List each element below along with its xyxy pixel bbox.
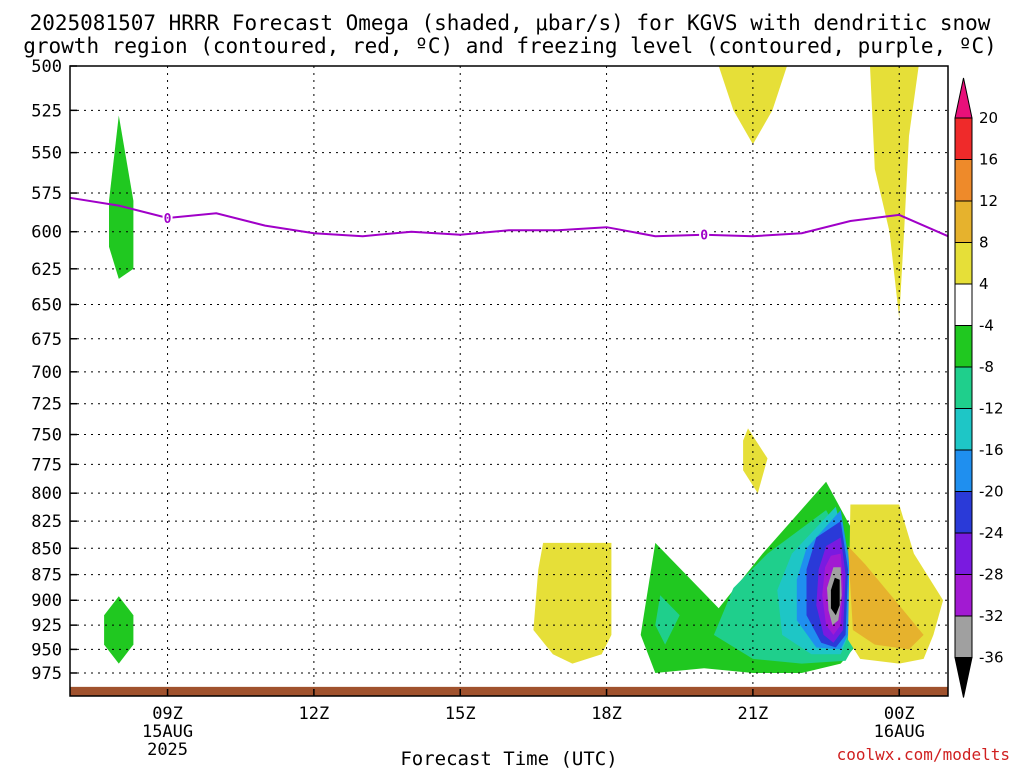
y-tick-label: 575: [31, 184, 62, 204]
colorbar-tick-label: 16: [979, 151, 998, 169]
x-axis-label: Forecast Time (UTC): [400, 748, 617, 768]
omega-region-3: [104, 596, 134, 664]
freezing-level-label: 0: [164, 212, 172, 227]
x-tick-label: 09Z: [152, 704, 183, 724]
y-tick-label: 625: [31, 260, 62, 280]
x-tick-label: 00Z: [884, 704, 915, 724]
chart-title-line-2: growth region (contoured, red, ºC) and f…: [23, 34, 997, 58]
colorbar-segment: [954, 242, 973, 285]
x-tick-label: 21Z: [738, 704, 769, 724]
plot-frame: [69, 65, 949, 697]
colorbar-segment: [954, 615, 973, 658]
x-tick-label: 15AUG: [142, 722, 193, 742]
colorbar-tick-label: 20: [979, 109, 998, 127]
y-tick-label: 850: [31, 539, 62, 559]
y-tick-label: 675: [31, 330, 62, 350]
y-tick-label: 550: [31, 144, 62, 164]
colorbar-tick-label: -20: [979, 483, 1004, 501]
colorbar-tick-label: -36: [979, 649, 1004, 667]
colorbar-segment: [954, 117, 973, 160]
omega-region-8: [655, 595, 680, 645]
y-tick-label: 800: [31, 484, 62, 504]
colorbar-segment: [954, 366, 973, 409]
colorbar-bottom-arrow: [954, 657, 973, 698]
omega-region-1: [870, 66, 919, 319]
x-tick-label: 2025: [147, 740, 188, 760]
colorbar-segment: [954, 159, 973, 202]
omega-region-4: [743, 428, 768, 494]
omega-region-2: [109, 115, 134, 279]
freezing-level-label: 0: [700, 229, 708, 244]
colorbar-tick-label: -16: [979, 441, 1004, 459]
y-tick-label: 900: [31, 591, 62, 611]
colorbar-tick-label: -24: [979, 524, 1004, 542]
colorbar-segment: [954, 574, 973, 617]
colorbar-tick-label: -12: [979, 400, 1004, 418]
freezing-label-bg-1: [699, 226, 710, 243]
x-tick-label: 15Z: [445, 704, 476, 724]
y-tick-label: 650: [31, 295, 62, 315]
colorbar-tick-label: 4: [979, 275, 989, 293]
omega-region-17: [848, 546, 924, 650]
colorbar-tick-label: -32: [979, 607, 1004, 625]
colorbar-tick-label: 8: [979, 234, 989, 252]
colorbar-segment: [954, 449, 973, 492]
y-tick-label: 600: [31, 223, 62, 243]
colorbar-tick-label: -4: [979, 317, 994, 335]
chart-title-line-1: 2025081507 HRRR Forecast Omega (shaded, …: [30, 11, 991, 35]
y-tick-label: 925: [31, 616, 62, 636]
omega-region-5: [533, 542, 612, 664]
colorbar-tick-label: -8: [979, 358, 994, 376]
freezing-level-line: [69, 196, 949, 238]
colorbar-segment: [954, 325, 973, 368]
y-tick-label: 775: [31, 455, 62, 475]
y-tick-label: 525: [31, 101, 62, 121]
freezing-level-contour: 00: [69, 196, 949, 244]
ground-strip: [70, 686, 948, 696]
y-tick-label: 725: [31, 395, 62, 415]
gridlines: [70, 65, 948, 696]
x-tick-label: 16AUG: [874, 722, 925, 742]
colorbar: 20 16 12 8 4 -4 -8 -12 -16 -20 -24 -28 -32 -36: [954, 77, 1004, 698]
y-tick-label: 950: [31, 640, 62, 660]
y-tick-label: 825: [31, 512, 62, 532]
x-tick-label: 18Z: [591, 704, 622, 724]
colorbar-segment: [954, 200, 973, 243]
y-tick-label: 975: [31, 664, 62, 684]
y-tick-label: 750: [31, 426, 62, 446]
plot-area: [70, 66, 948, 696]
colorbar-top-arrow: [954, 77, 973, 119]
colorbar-segment: [954, 532, 973, 575]
freezing-label-bg-0: [162, 209, 173, 226]
x-tick-label: 12Z: [299, 704, 330, 724]
y-axis-ticks: 500 525 550 575 600 625 650 675 700 725 750 775 800 8…: [31, 57, 77, 684]
credit-link[interactable]: coolwx.com/modelts: [837, 745, 1010, 764]
colorbar-tick-label: 12: [979, 192, 998, 210]
colorbar-segment: [954, 283, 973, 326]
y-tick-label: 500: [31, 57, 62, 77]
y-tick-label: 875: [31, 566, 62, 586]
colorbar-segment: [954, 408, 973, 451]
omega-region-15: [830, 577, 840, 616]
colorbar-segment: [954, 491, 973, 534]
omega-region-0: [718, 66, 787, 145]
colorbar-tick-label: -28: [979, 566, 1004, 584]
y-tick-label: 700: [31, 363, 62, 383]
